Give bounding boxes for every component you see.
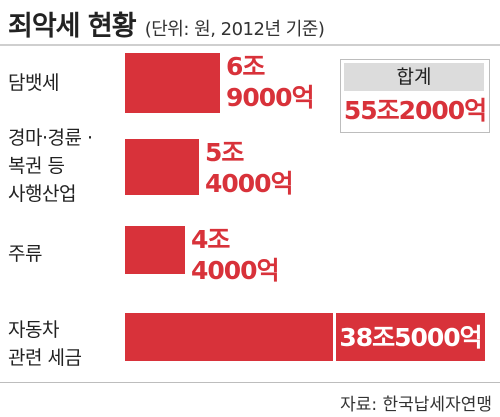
- footer-divider: [0, 382, 500, 383]
- category-label: 주류: [8, 240, 42, 268]
- bar: [125, 53, 220, 113]
- chart-subtitle: (단위: 원, 2012년 기준): [144, 19, 325, 40]
- data-label: 5조 4000억: [205, 137, 294, 199]
- chart-title: 죄악세 현황: [8, 11, 137, 42]
- bar: [125, 226, 185, 274]
- category-label-line: 관련 세금: [8, 347, 82, 369]
- data-label-line: 4000억: [191, 256, 280, 285]
- data-label: 38조5000억: [336, 322, 485, 353]
- category-label-line: 복권 등: [8, 155, 65, 177]
- category-label-line: 주류: [8, 243, 42, 265]
- bar: [125, 139, 199, 195]
- bar: [125, 313, 485, 361]
- data-label-line: 9000억: [226, 83, 315, 112]
- category-label-line: 담뱃세: [8, 72, 59, 94]
- data-label-line: 6조: [226, 52, 265, 81]
- data-label-line: 38조5000억: [339, 322, 482, 352]
- total-label: 합계: [344, 63, 484, 91]
- category-label: 담뱃세: [8, 69, 59, 97]
- chart-header: 죄악세 현황 (단위: 원, 2012년 기준): [8, 4, 325, 43]
- category-label-line: 사행산업: [8, 183, 76, 205]
- total-box: 합계 55조2000억: [340, 59, 490, 133]
- title-divider: [0, 44, 500, 46]
- data-label-line: 4000억: [205, 169, 294, 198]
- data-label-line: 5조: [205, 138, 244, 167]
- data-label-line: 4조: [191, 225, 230, 254]
- total-value: 55조2000억: [343, 96, 487, 125]
- data-label: 6조 9000억: [226, 51, 315, 113]
- source-note: 자료: 한국납세자연맹: [340, 395, 492, 415]
- axis-break: [333, 313, 336, 361]
- category-label-line: 자동차: [8, 319, 59, 341]
- category-label-line: 경마·경륜 ·: [8, 127, 93, 149]
- data-label: 4조 4000억: [191, 224, 280, 286]
